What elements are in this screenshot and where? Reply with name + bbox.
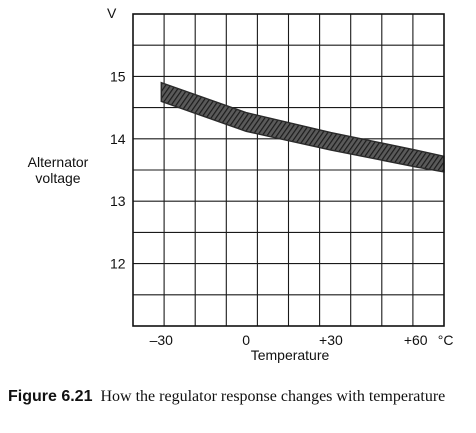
y-axis-label: Alternator voltage bbox=[28, 154, 89, 186]
voltage-band-layer bbox=[160, 81, 445, 173]
y-tick-label: 13 bbox=[110, 193, 126, 209]
grid bbox=[133, 14, 444, 326]
plot-border bbox=[132, 13, 445, 327]
y-tick-label: 12 bbox=[110, 256, 126, 272]
voltage-band bbox=[160, 81, 445, 173]
x-axis-label: Temperature bbox=[251, 347, 330, 363]
y-unit-label: V bbox=[107, 5, 117, 21]
x-tick-label: 0 bbox=[242, 332, 250, 348]
y-tick-labels: 15 14 13 12 bbox=[110, 68, 126, 271]
y-axis-label-line: voltage bbox=[35, 170, 80, 186]
y-axis-label-line: Alternator bbox=[28, 154, 89, 170]
chart: 15 14 13 12 –30 0 +30 +60 V °C Alternator volta… bbox=[28, 5, 454, 363]
x-tick-label: –30 bbox=[150, 332, 174, 348]
x-tick-label: +60 bbox=[404, 332, 428, 348]
figure-caption-text: How the regulator response changes with … bbox=[100, 388, 446, 405]
x-tick-label: +30 bbox=[319, 332, 343, 348]
figure-number: Figure 6.21 bbox=[8, 388, 93, 405]
x-tick-labels: –30 0 +30 +60 bbox=[150, 332, 428, 348]
plot-frame bbox=[132, 13, 445, 327]
x-unit-label: °C bbox=[438, 332, 454, 348]
figure-caption: Figure 6.21 How the regulator response c… bbox=[8, 386, 468, 407]
y-tick-label: 14 bbox=[110, 131, 126, 147]
y-tick-label: 15 bbox=[110, 68, 126, 84]
